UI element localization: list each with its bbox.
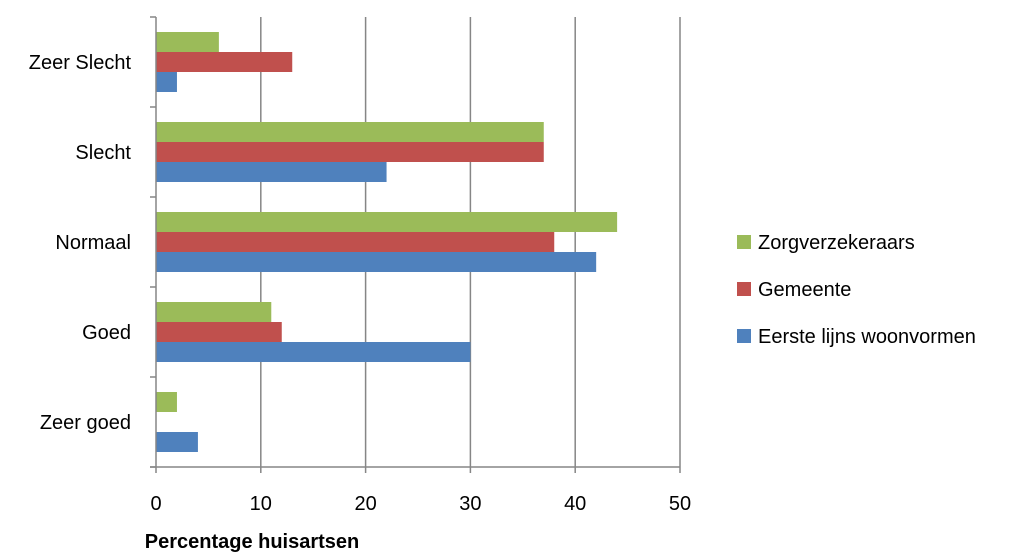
y-tick-labels: Zeer goed Goed Normaal Slecht Zeer Slecht — [29, 52, 132, 434]
legend-label: Eerste lijns woonvormen — [758, 326, 976, 348]
legend-swatch — [737, 235, 751, 249]
x-tick-labels: 0 10 20 30 40 50 — [150, 493, 691, 515]
y-tick-label: Zeer Slecht — [29, 52, 132, 74]
x-axis-title: Percentage huisartsen — [145, 531, 360, 553]
bar — [156, 122, 544, 142]
bar — [156, 252, 597, 272]
bar — [156, 232, 555, 252]
bar — [156, 142, 544, 162]
y-tick-label: Normaal — [55, 232, 131, 254]
bar — [156, 52, 293, 72]
x-tick-label: 0 — [150, 493, 161, 515]
bar — [156, 302, 272, 322]
legend: Zorgverzekeraars Gemeente Eerste lijns woo… — [737, 232, 976, 348]
legend-label: Zorgverzekeraars — [758, 232, 915, 254]
legend-swatch — [737, 282, 751, 296]
x-tick-label: 30 — [459, 493, 481, 515]
bar — [156, 212, 618, 232]
bar — [156, 32, 219, 52]
bar — [156, 432, 198, 452]
bar — [156, 342, 471, 362]
y-tick-label: Zeer goed — [40, 412, 131, 434]
x-tick-label: 10 — [250, 493, 272, 515]
y-tick-label: Goed — [82, 322, 131, 344]
y-tick-label: Slecht — [75, 142, 131, 164]
bar — [156, 72, 177, 92]
x-tick-label: 50 — [669, 493, 691, 515]
x-tick-label: 40 — [564, 493, 586, 515]
axes — [150, 16, 681, 473]
bar — [156, 162, 387, 182]
bar — [156, 322, 282, 342]
legend-label: Gemeente — [758, 279, 851, 301]
bar — [156, 392, 177, 412]
legend-swatch — [737, 329, 751, 343]
x-tick-label: 20 — [354, 493, 376, 515]
bars — [156, 32, 618, 452]
